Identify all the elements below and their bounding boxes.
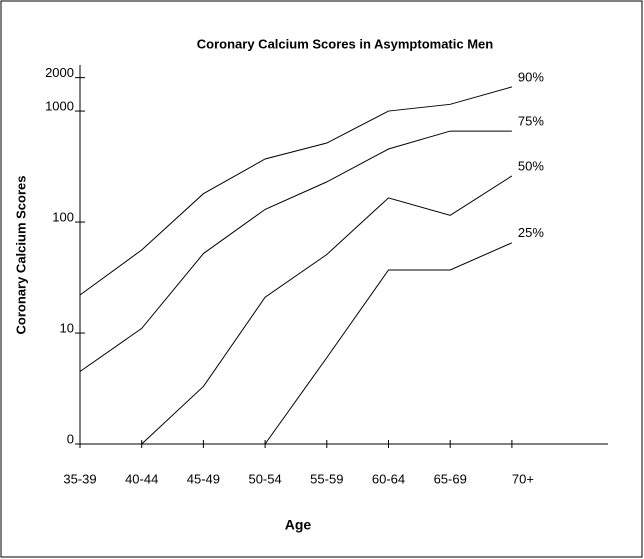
x-tick-label: 40-44 <box>125 471 158 486</box>
series-line <box>141 175 513 445</box>
x-tick-label: 65-69 <box>434 471 467 486</box>
x-tick-label: 70+ <box>512 471 534 486</box>
x-tick-label: 55-59 <box>310 471 343 486</box>
y-tick-label: 0 <box>67 431 74 446</box>
y-tick-label: 10 <box>60 320 74 335</box>
series-line <box>264 242 513 445</box>
series-line <box>79 86 513 296</box>
series-line <box>79 130 512 372</box>
y-tick-label: 2000 <box>45 65 74 80</box>
x-tick-label: 35-39 <box>63 471 96 486</box>
y-tick-label: 100 <box>52 209 74 224</box>
x-tick-label: 60-64 <box>372 471 405 486</box>
series-label: 50% <box>518 158 544 173</box>
series-label: 75% <box>518 114 544 129</box>
chart-title: Coronary Calcium Scores in Asymptomatic … <box>197 36 493 51</box>
series-label: 90% <box>518 69 544 84</box>
x-tick-label: 45-49 <box>187 471 220 486</box>
x-tick-label: 50-54 <box>248 471 281 486</box>
y-axis-label: Coronary Calcium Scores <box>13 176 28 335</box>
y-tick-label: 1000 <box>45 98 74 113</box>
series-label: 25% <box>518 225 544 240</box>
x-axis-label: Age <box>285 517 312 533</box>
